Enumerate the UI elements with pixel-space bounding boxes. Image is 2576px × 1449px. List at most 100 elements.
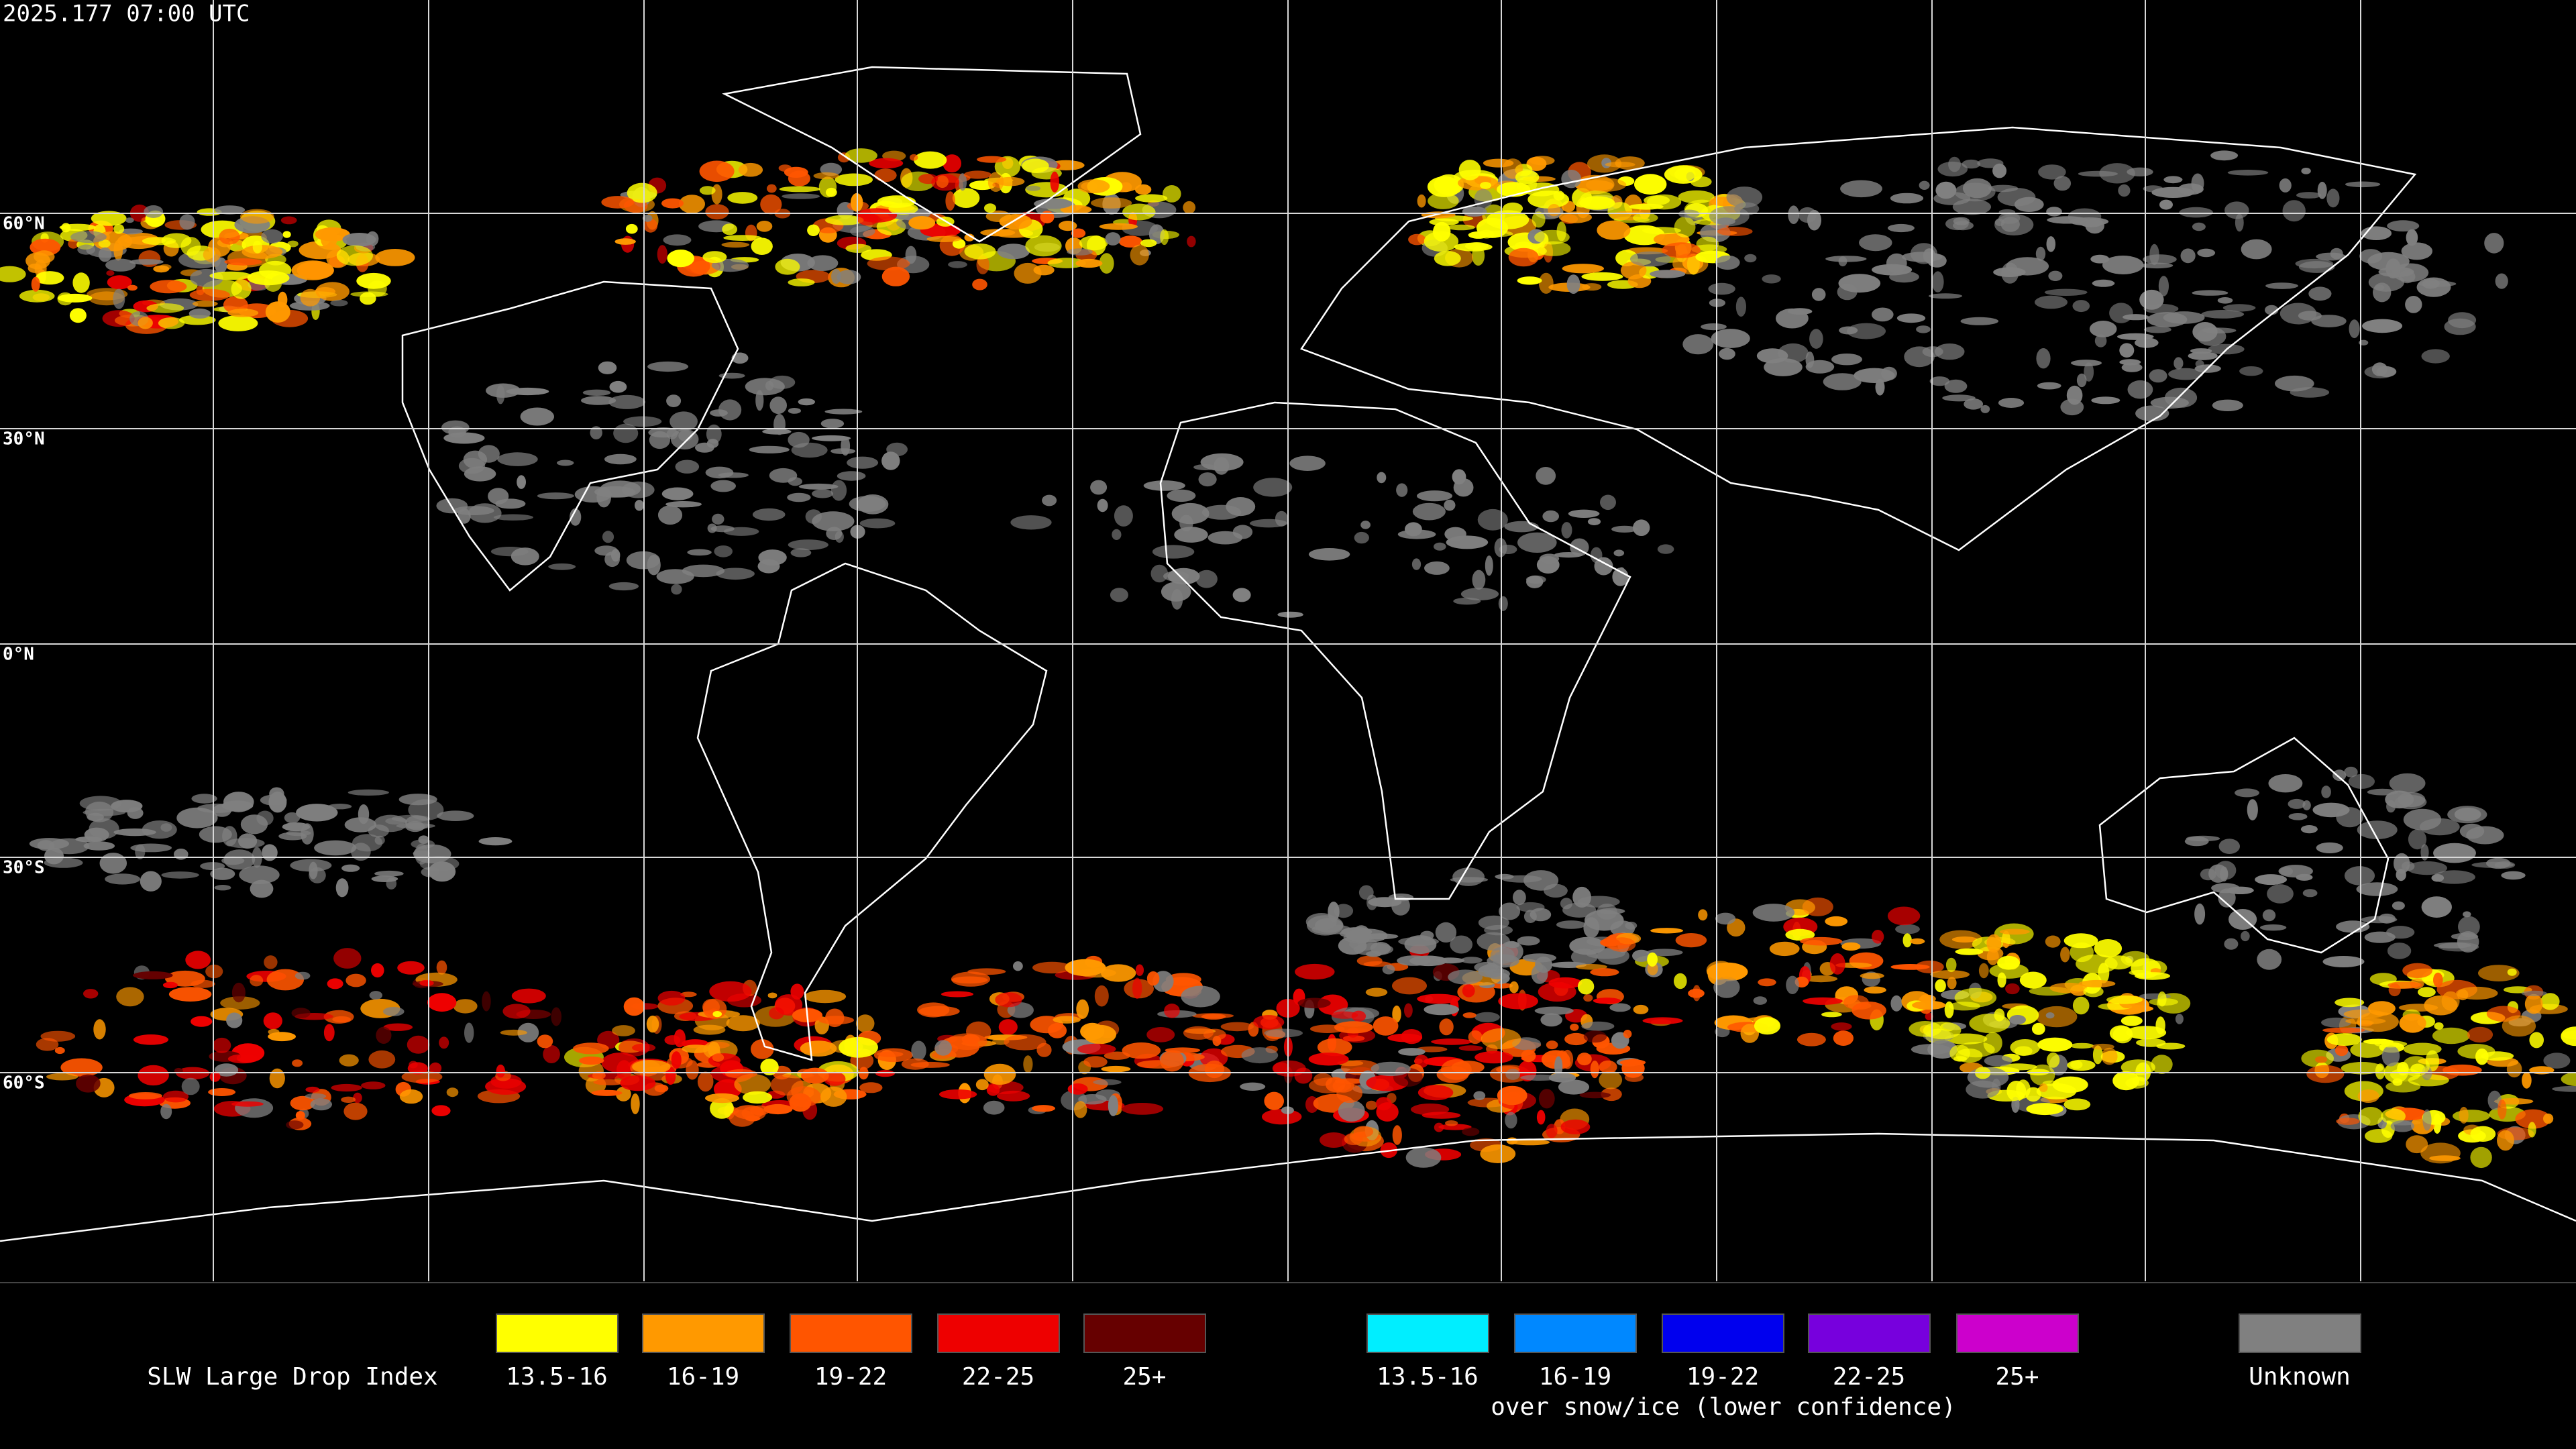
cloud-pixel: [335, 878, 349, 898]
cloud-pixel: [2388, 983, 2401, 997]
cloud-pixel: [1392, 1125, 1402, 1145]
cloud-pixel: [591, 1089, 623, 1096]
cloud-pixel: [375, 249, 415, 266]
cloud-pixel: [1575, 964, 1607, 970]
cloud-pixel: [657, 990, 686, 1006]
cloud-pixel: [705, 204, 729, 220]
cloud-pixel: [1460, 957, 1483, 964]
cloud-pixel: [2288, 813, 2308, 820]
cloud-pixel: [1617, 567, 1626, 580]
cloud-pixel: [396, 823, 435, 829]
cloud-pixel: [19, 289, 55, 303]
cloud-pixel: [162, 1090, 189, 1103]
cloud-pixel: [918, 174, 938, 184]
cloud-pixel: [1633, 213, 1658, 223]
cloud-pixel: [280, 216, 297, 225]
cloud-pixel: [368, 824, 389, 838]
cloud-pixel: [343, 1102, 368, 1120]
cloud-pixel: [1033, 264, 1055, 276]
cloud-pixel: [1232, 525, 1253, 539]
cloud-pixel: [2357, 820, 2398, 839]
cloud-pixel: [941, 991, 974, 998]
cloud-pixel: [1997, 188, 2036, 207]
cloud-pixel: [1392, 977, 1427, 995]
cloud-pixel: [1226, 497, 1256, 517]
cloud-pixel: [1438, 1124, 1472, 1130]
cloud-pixel: [1579, 196, 1615, 210]
cloud-pixel: [2025, 1087, 2041, 1102]
cloud-pixel: [1823, 373, 1862, 390]
legend-swatch: [1956, 1313, 2079, 1353]
cloud-pixel: [1118, 235, 1142, 248]
cloud-pixel: [1108, 1095, 1118, 1116]
cloud-pixel: [1554, 552, 1583, 558]
cloud-pixel: [1634, 174, 1667, 195]
cloud-pixel: [1105, 232, 1121, 246]
cloud-pixel: [2402, 963, 2433, 979]
cloud-pixel: [292, 1059, 303, 1067]
cloud-pixel: [1559, 211, 1592, 223]
cloud-pixel: [214, 205, 246, 215]
cloud-pixel: [83, 841, 115, 851]
cloud-pixel: [766, 184, 777, 193]
cloud-pixel: [1838, 274, 1881, 293]
cloud-pixel: [1349, 937, 1378, 951]
cloud-pixel: [608, 582, 639, 591]
legend-swatch: [1808, 1313, 1931, 1353]
cloud-pixel: [847, 456, 879, 469]
cloud-pixel: [1034, 198, 1073, 209]
cloud-pixel: [716, 568, 755, 580]
cloud-pixel: [623, 416, 662, 427]
cloud-pixel: [77, 244, 96, 255]
cloud-pixel: [1609, 1003, 1631, 1012]
cloud-pixel: [749, 445, 790, 453]
cloud-pixel: [2368, 272, 2404, 292]
cloud-pixel: [323, 1024, 335, 1042]
cloud-pixel: [1962, 159, 1981, 169]
cloud-pixel: [1642, 227, 1681, 235]
cloud-pixel: [1593, 998, 1621, 1004]
cloud-pixel: [2336, 920, 2370, 933]
cloud-pixel: [2308, 286, 2332, 301]
cloud-pixel: [490, 547, 529, 557]
cloud-pixel: [598, 361, 617, 374]
cloud-pixel: [1404, 1003, 1413, 1018]
cloud-pixel: [209, 271, 252, 280]
cloud-pixel: [1577, 1053, 1592, 1066]
cloud-pixel: [369, 991, 382, 1000]
cloud-pixel: [269, 787, 284, 801]
cloud-pixel: [2094, 334, 2107, 347]
cloud-pixel: [1505, 1069, 1521, 1080]
cloud-pixel: [2494, 861, 2516, 869]
cloud-pixel: [616, 1086, 631, 1102]
cloud-pixel: [1424, 1004, 1460, 1016]
cloud-pixel: [2089, 321, 2117, 337]
cloud-pixel: [1094, 985, 1109, 1007]
cloud-pixel: [657, 505, 683, 525]
cloud-pixel: [221, 800, 254, 811]
cloud-pixel: [129, 259, 164, 265]
cloud-pixel: [218, 315, 258, 331]
cloud-pixel: [1201, 1014, 1226, 1020]
cloud-pixel: [1444, 499, 1456, 511]
cloud-pixel: [1831, 1022, 1852, 1031]
cloud-pixel: [1025, 235, 1062, 257]
coastline: [722, 66, 1142, 243]
cloud-pixel: [800, 1040, 837, 1057]
latitude-label: 60°S: [3, 1073, 45, 1093]
cloud-pixel: [1708, 282, 1735, 295]
cloud-pixel: [1434, 251, 1461, 266]
cloud-pixel: [1253, 478, 1293, 497]
cloud-pixel: [710, 1098, 734, 1119]
cloud-pixel: [1890, 193, 1924, 204]
cloud-pixel: [2443, 1064, 2482, 1076]
cloud-pixel: [294, 971, 311, 980]
cloud-pixel: [2459, 823, 2485, 839]
cloud-pixel: [427, 993, 457, 1012]
cloud-pixel: [1935, 181, 1957, 199]
cloud-pixel: [1854, 368, 1895, 383]
cloud-pixel: [2045, 935, 2061, 948]
cloud-pixel: [2048, 270, 2063, 281]
cloud-pixel: [2406, 1135, 2428, 1154]
cloud-pixel: [2026, 1103, 2063, 1116]
